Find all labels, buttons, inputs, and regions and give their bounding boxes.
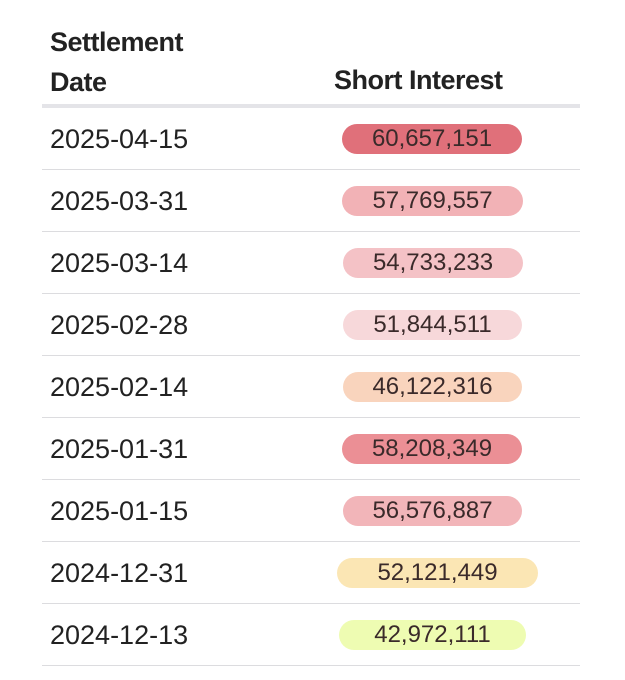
settlement-date-cell: 2024-12-13 xyxy=(50,620,189,650)
settlement-date-cell: 2025-01-15 xyxy=(50,496,189,526)
short-interest-cell: 52,121,449 xyxy=(337,558,538,588)
table-row: 2025-04-15 60,657,151 xyxy=(42,108,580,170)
table-row: 2025-01-31 58,208,349 xyxy=(42,418,580,480)
table-header: Settlement Date Short Interest xyxy=(42,0,580,108)
settlement-date-cell: 2025-03-14 xyxy=(50,248,189,278)
short-interest-table: Settlement Date Short Interest 2025-04-1… xyxy=(42,0,580,666)
settlement-date-cell: 2025-01-31 xyxy=(50,434,189,464)
short-interest-cell: 60,657,151 xyxy=(342,124,522,154)
table-row: 2025-03-14 54,733,233 xyxy=(42,232,580,294)
short-interest-cell: 42,972,111 xyxy=(339,620,526,650)
settlement-date-cell: 2024-12-31 xyxy=(50,558,189,588)
settlement-date-header: Settlement Date xyxy=(50,22,184,102)
table-body: 2025-04-15 60,657,151 2025-03-31 57,769,… xyxy=(42,108,580,666)
table-row: 2024-12-31 52,121,449 xyxy=(42,542,580,604)
short-interest-cell: 54,733,233 xyxy=(343,248,523,278)
settlement-date-header-line2: Date xyxy=(50,67,107,97)
table-row: 2025-03-31 57,769,557 xyxy=(42,170,580,232)
table-row: 2025-02-28 51,844,511 xyxy=(42,294,580,356)
table-row: 2024-12-13 42,972,111 xyxy=(42,604,580,666)
short-interest-cell: 51,844,511 xyxy=(343,310,522,340)
settlement-date-header-line1: Settlement xyxy=(50,27,184,57)
short-interest-cell: 46,122,316 xyxy=(343,372,522,402)
table-row: 2025-01-15 56,576,887 xyxy=(42,480,580,542)
short-interest-header: Short Interest xyxy=(334,65,503,95)
settlement-date-cell: 2025-04-15 xyxy=(50,124,189,154)
table-row: 2025-02-14 46,122,316 xyxy=(42,356,580,418)
settlement-date-cell: 2025-02-14 xyxy=(50,372,189,402)
settlement-date-cell: 2025-02-28 xyxy=(50,310,189,340)
short-interest-cell: 56,576,887 xyxy=(343,496,522,526)
short-interest-cell: 58,208,349 xyxy=(342,434,522,464)
settlement-date-cell: 2025-03-31 xyxy=(50,186,189,216)
short-interest-cell: 57,769,557 xyxy=(342,186,523,216)
